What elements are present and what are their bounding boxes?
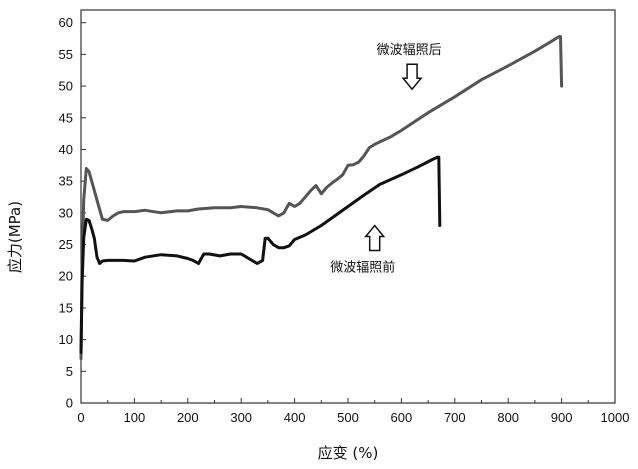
x-tick-label: 1000 [601,410,630,425]
y-axis-title: 应力(MPa) [6,201,24,273]
x-tick-label: 400 [284,410,306,425]
y-tick-label: 60 [59,15,73,30]
y-tick-label: 0 [66,396,73,411]
series-line-before-irradiation [81,157,440,352]
arrow-down-icon [403,64,421,89]
y-tick-label: 55 [59,47,73,62]
annotation-label: 微波辐照后 [377,43,442,58]
y-tick-label: 25 [59,237,73,252]
x-tick-label: 500 [337,410,359,425]
annotations-layer: 微波辐照后微波辐照前 [330,43,441,275]
x-axis-ticks: 0 100 200 300 400 500 600 700 800 900 1000 [77,398,629,425]
x-tick-label: 0 [77,410,84,425]
x-axis-title: 应变 (%) [318,444,379,462]
y-tick-label: 35 [59,174,73,189]
x-tick-label: 700 [444,410,466,425]
annotation-label: 微波辐照前 [330,260,395,276]
y-tick-label: 20 [59,269,73,284]
series-line-after-irradiation [81,37,562,359]
annotation-after: 微波辐照后 [377,43,442,89]
series-layer [81,37,562,359]
x-tick-label: 100 [124,410,146,425]
y-tick-label: 10 [59,332,73,347]
x-tick-label: 300 [230,410,252,425]
y-tick-label: 50 [59,79,73,94]
x-tick-label: 800 [497,410,519,425]
y-tick-label: 40 [59,142,73,157]
y-tick-label: 30 [59,205,73,220]
x-tick-label: 900 [551,410,573,425]
y-tick-label: 45 [59,110,73,125]
annotation-before: 微波辐照前 [330,226,395,276]
arrow-up-icon [366,226,384,251]
x-tick-label: 600 [391,410,413,425]
y-tick-label: 5 [66,364,73,379]
y-tick-label: 15 [59,300,73,315]
x-tick-label: 200 [177,410,199,425]
